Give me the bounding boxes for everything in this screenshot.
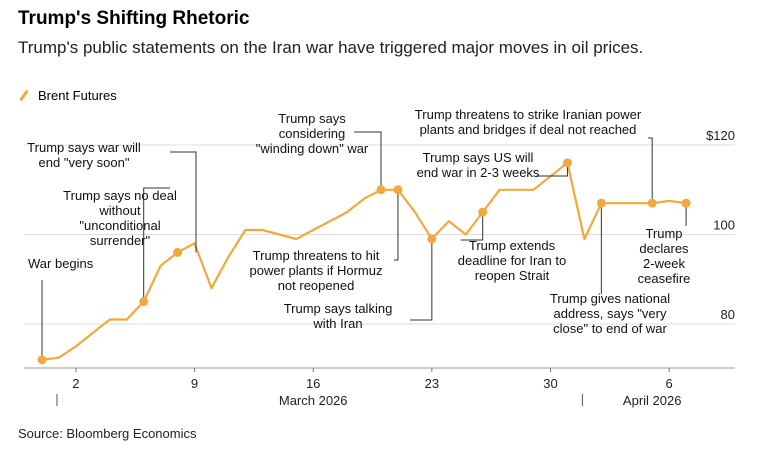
x-tick-label: 30 <box>543 376 557 391</box>
annotation-line: with Iran <box>312 316 362 331</box>
annotation-leader <box>354 131 382 190</box>
annotation-text: War begins <box>28 256 94 271</box>
annotation-text: Trump says no deal without "unconditional s… <box>63 188 177 248</box>
annotation-line: not reopened <box>278 278 355 293</box>
annotation-text: Trump says talking with Iran <box>284 301 393 331</box>
annotation-text: Trump says war will end "very soon" <box>27 140 141 170</box>
annotation-line: declares <box>639 241 689 256</box>
annotation-line: Trump threatens to hit <box>253 248 380 263</box>
annotation-line: close" to end of war <box>553 321 667 336</box>
annotation-line: War begins <box>28 256 94 271</box>
chart-title: Trump's Shifting Rhetoric <box>18 8 250 29</box>
annotation-text: Trump threatens to strike Iranian power p… <box>415 107 642 137</box>
annotation-text: Trump says US will end war in 2-3 weeks <box>417 150 540 180</box>
annotation-text: Trump declares 2-week ceasefire <box>638 226 691 286</box>
annotation-line: Trump says talking <box>284 301 393 316</box>
annotation-line: Trump extends <box>469 238 556 253</box>
x-tick-label: 23 <box>425 376 439 391</box>
annotation-dot <box>427 234 437 244</box>
annotation-line: Trump <box>645 226 682 241</box>
annotation-text: Trump threatens to hit power plants if Ho… <box>250 248 383 293</box>
annotation-line: "winding down" war <box>256 141 369 156</box>
x-tick-label: 6 <box>666 376 673 391</box>
annotation-line: end war in 2-3 weeks <box>417 165 540 180</box>
annotation-leader <box>648 137 653 204</box>
annotation-line: deadline for Iran to <box>458 253 566 268</box>
annotation-dot <box>393 185 403 195</box>
annotation-dot <box>681 198 691 208</box>
annotation-line: Trump says no deal <box>63 188 177 203</box>
annotation-text: Trump extends deadline for Iran to reopen … <box>458 238 566 283</box>
annotation-line: surrender" <box>90 233 151 248</box>
legend-label: Brent Futures <box>38 88 117 103</box>
brent-line <box>41 161 687 361</box>
annotation-leader <box>410 238 433 321</box>
annotation-line: Trump says war will <box>27 140 141 155</box>
annotation-line: power plants if Hormuz <box>250 263 383 278</box>
source-note: Source: Bloomberg Economics <box>18 426 197 441</box>
annotation-line: Trump threatens to strike Iranian power <box>415 107 642 122</box>
annotation-dot <box>376 185 386 195</box>
annotation-leader <box>460 212 484 241</box>
annotation-line: reopen Strait <box>475 268 550 283</box>
x-tick-label: 2 <box>72 376 79 391</box>
annotation-leader <box>143 187 170 302</box>
annotation-dot <box>173 247 183 257</box>
annotation-line: considering <box>279 126 346 141</box>
y-tick-label: 80 <box>721 307 735 322</box>
annotation-line: without <box>98 203 141 218</box>
annotation-line: plants and bridges if deal not reached <box>420 122 637 137</box>
annotation-dot <box>37 355 47 365</box>
y-tick-label: $120 <box>706 128 735 143</box>
month-label: April 2026 <box>623 393 682 408</box>
x-tick-label: 9 <box>191 376 198 391</box>
annotation-leader <box>393 189 399 261</box>
y-tick-label: 100 <box>713 218 735 233</box>
x-tick-label: 16 <box>306 376 320 391</box>
annotation-dot <box>562 158 572 168</box>
annotation-line: "unconditional <box>79 218 160 233</box>
annotation-dot <box>647 198 657 208</box>
annotation-line: end "very soon" <box>39 155 130 170</box>
annotation-line: ceasefire <box>638 271 691 286</box>
annotation-line: 2-week <box>643 256 685 271</box>
annotation-dot <box>139 297 149 307</box>
annotation-text: Trump says considering "winding down" war <box>256 111 369 156</box>
annotation-line: address, says "very <box>554 306 667 321</box>
annotation-line: Trump says <box>278 111 346 126</box>
annotation-leader <box>170 151 197 253</box>
chart-subtitle: Trump's public statements on the Iran wa… <box>18 38 644 57</box>
annotation-text: Trump gives national address, says "very c… <box>550 291 670 336</box>
legend: Brent Futures <box>18 88 117 103</box>
month-label: March 2026 <box>279 393 348 408</box>
annotation-line: Trump says US will <box>423 150 534 165</box>
annotation-dot <box>596 198 606 208</box>
annotation-line: Trump gives national <box>550 291 670 306</box>
annotation-dot <box>478 207 488 217</box>
